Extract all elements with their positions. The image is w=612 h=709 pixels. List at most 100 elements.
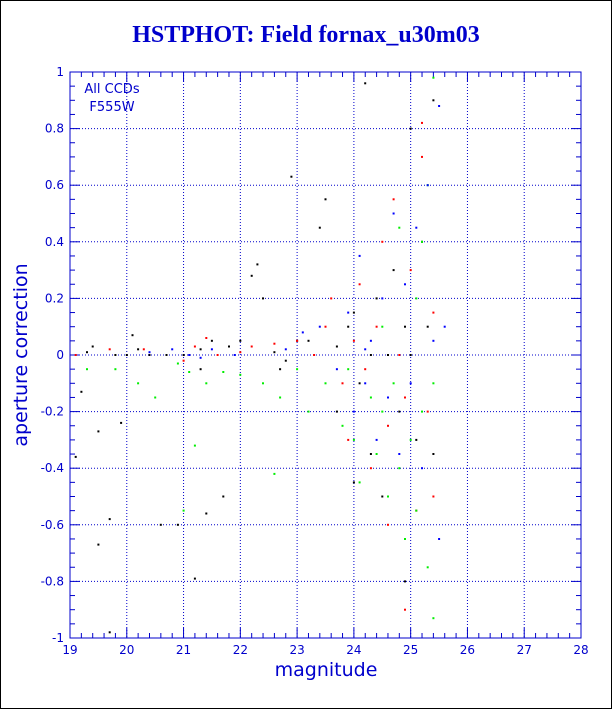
y-tick-label: -0.8: [41, 574, 64, 588]
scatter-point-red: [409, 269, 412, 272]
scatter-point-black: [364, 82, 367, 85]
y-tick-label: 0: [56, 348, 64, 362]
scatter-point-red: [182, 359, 185, 362]
scatter-point-green: [137, 382, 140, 385]
scatter-point-blue: [409, 382, 412, 385]
scatter-point-blue: [421, 467, 423, 470]
scatter-point-blue: [318, 325, 321, 328]
scatter-point-green: [222, 371, 225, 373]
x-tick-label: 19: [62, 643, 77, 657]
y-axis-title: aperture correction: [10, 263, 32, 446]
scatter-point-black: [415, 438, 418, 441]
scatter-point-red: [273, 342, 276, 345]
scatter-point-green: [387, 495, 389, 498]
scatter-point-black: [80, 390, 83, 393]
scatter-point-red: [404, 396, 406, 399]
scatter-point-black: [199, 348, 202, 351]
scatter-point-black: [290, 175, 293, 178]
scatter-point-red: [426, 410, 429, 413]
scatter-point-blue: [210, 348, 213, 351]
scatter-point-green: [421, 240, 423, 243]
scatter-point-black: [381, 495, 384, 498]
scatter-point-blue: [426, 184, 429, 187]
scatter-point-green: [369, 396, 372, 399]
scatter-point-blue: [387, 396, 389, 399]
scatter-point-red: [313, 354, 316, 356]
y-tick-label: 1: [56, 65, 64, 79]
scatter-point-blue: [188, 354, 191, 356]
scatter-point-red: [142, 348, 145, 351]
scatter-point-red: [387, 523, 389, 526]
scatter-point-green: [432, 76, 435, 79]
scatter-point-green: [381, 325, 384, 328]
scatter-point-black: [404, 325, 406, 328]
scatter-point-green: [205, 382, 208, 385]
annotation-ccds: All CCDs: [84, 82, 139, 97]
scatter-point-green: [324, 382, 327, 385]
scatter-point-black: [74, 455, 77, 458]
x-tick-label: 27: [517, 643, 532, 657]
scatter-point-blue: [335, 368, 338, 371]
scatter-point-black: [335, 410, 338, 413]
scatter-point-green: [176, 362, 179, 365]
scatter-point-blue: [171, 348, 174, 351]
scatter-point-green: [415, 509, 418, 512]
scatter-point-red: [358, 283, 361, 286]
scatter-point-black: [256, 263, 259, 266]
y-tick-label: 0.6: [45, 178, 64, 192]
scatter-point-black: [369, 453, 372, 455]
scatter-point-black: [182, 354, 185, 356]
scatter-point-red: [74, 354, 77, 356]
scatter-point-green: [86, 368, 88, 371]
scatter-point-green: [432, 382, 435, 385]
scatter-point-black: [262, 297, 264, 300]
scatter-point-red: [432, 311, 435, 314]
scatter-point-black: [108, 518, 111, 521]
scatter-point-green: [262, 382, 264, 385]
scatter-point-black: [120, 421, 123, 424]
scatter-point-red: [108, 348, 111, 351]
scatter-point-green: [352, 438, 355, 441]
x-tick-label: 25: [403, 643, 418, 657]
scatter-point-black: [409, 127, 412, 130]
scatter-point-red: [404, 608, 406, 611]
scatter-point-blue: [369, 339, 372, 342]
scatter-point-black: [358, 382, 361, 385]
scatter-point-blue: [438, 538, 441, 540]
annotation-filter: F555W: [89, 100, 134, 115]
scatter-point-green: [432, 617, 435, 620]
scatter-point-green: [341, 424, 344, 427]
scatter-point-red: [347, 438, 350, 441]
y-tick-label: 0.2: [45, 291, 64, 305]
scatter-point-blue: [284, 348, 287, 351]
scatter-point-black: [432, 99, 435, 102]
scatter-point-blue: [398, 453, 401, 455]
scatter-point-blue: [148, 351, 151, 354]
axis-ticks: 19 20 21 22 23 24 25 26 27 28 -1 -0.8 -0.6 -0.4 -0.2 0 0…: [41, 65, 589, 657]
scatter-point-blue: [432, 339, 435, 342]
scatter-point-red: [239, 351, 242, 354]
scatter-point-black: [398, 410, 401, 413]
scatter-point-red: [369, 467, 372, 470]
scatter-point-black: [250, 274, 253, 277]
scatter-point-green: [114, 368, 117, 371]
scatter-point-blue: [364, 382, 367, 385]
scatter-point-black: [335, 345, 338, 348]
scatter-point-red: [398, 354, 401, 356]
y-tick-label: -0.6: [41, 518, 64, 532]
scatter-point-black: [91, 345, 94, 348]
scatter-point-black: [108, 631, 111, 634]
scatter-point-red: [296, 339, 299, 342]
scatter-point-black: [369, 354, 372, 356]
scatter-point-green: [409, 438, 412, 441]
scatter-point-black: [375, 297, 378, 300]
scatter-point-red: [330, 297, 333, 300]
scatter-point-green: [404, 538, 406, 540]
y-tick-label: 0.8: [45, 122, 64, 136]
scatter-point-black: [387, 354, 389, 356]
scatter-point-red: [250, 345, 253, 348]
scatter-point-blue: [364, 348, 367, 351]
scatter-point-blue: [404, 283, 406, 286]
scatter-point-green: [307, 410, 310, 413]
